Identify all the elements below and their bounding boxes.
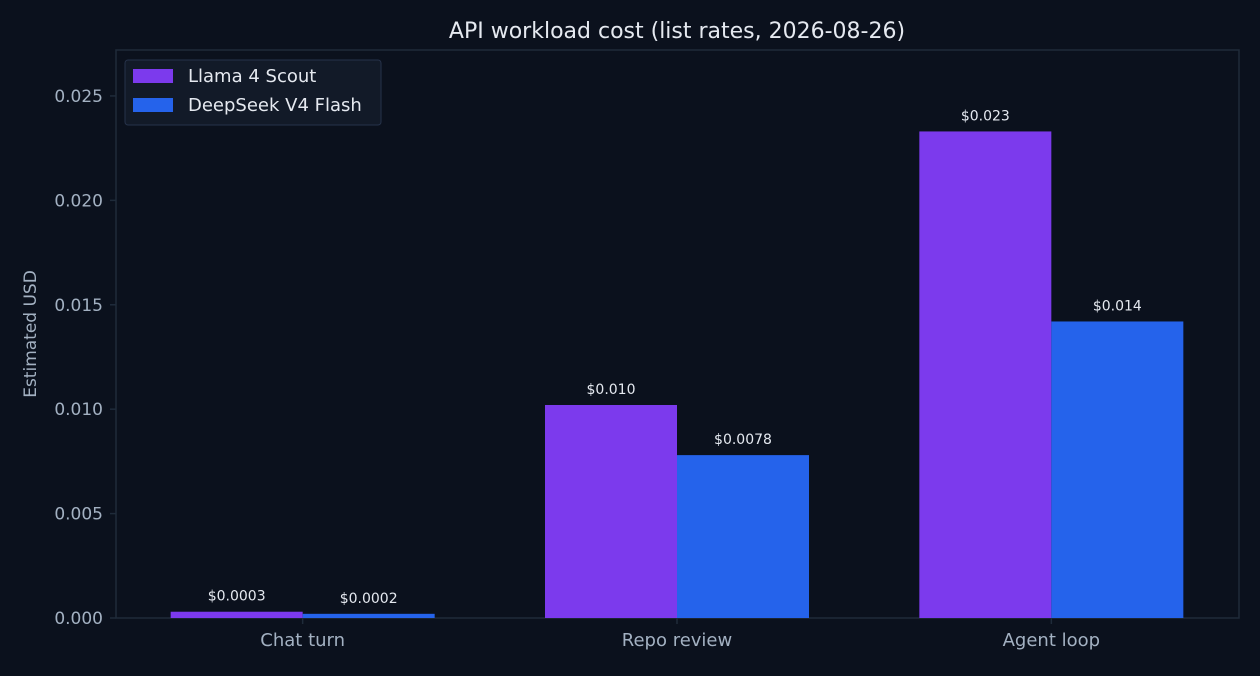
y-tick-label: 0.010 [54, 400, 103, 420]
bar-deepseek-v4-flash-chat-turn [302, 613, 435, 618]
y-tick-label: 0.020 [54, 191, 103, 211]
legend-box [124, 59, 382, 126]
bar-value-label: $0.0003 [208, 589, 266, 605]
x-axis-ticks: Chat turn Repo review Agent loop [260, 618, 1100, 651]
y-axis-label: Estimated USD [21, 270, 41, 398]
legend-swatch [133, 69, 173, 83]
legend: Llama 4 Scout DeepSeek V4 Flash [124, 59, 382, 126]
bar-value-label: $0.014 [1093, 298, 1142, 314]
bar-value-label: $0.0078 [714, 432, 772, 448]
legend-entry-label: Llama 4 Scout [188, 66, 316, 87]
bar-llama-4-scout-agent-loop [919, 131, 1052, 619]
bar-llama-4-scout-repo-review [545, 405, 677, 618]
bar-llama-4-scout-chat-turn [170, 611, 303, 618]
y-tick-label: 0.005 [54, 505, 103, 525]
x-tick-label: Repo review [622, 630, 732, 651]
y-tick-label: 0.000 [54, 609, 103, 629]
bar-value-label: $0.023 [961, 108, 1010, 124]
bar-value-label: $0.0002 [340, 591, 398, 607]
chart-title: API workload cost (list rates, 2026-08-2… [449, 19, 905, 44]
x-tick-label: Chat turn [260, 630, 345, 651]
x-tick-label: Agent loop [1003, 630, 1100, 651]
bars-group [170, 131, 1184, 619]
legend-swatch [133, 98, 173, 112]
data-labels-group: $0.0003 $0.0002 $0.010 $0.0078 $0.023 $0.014 [208, 108, 1142, 606]
y-tick-label: 0.015 [54, 296, 103, 316]
legend-entry-label: DeepSeek V4 Flash [188, 95, 362, 116]
y-tick-label: 0.025 [54, 87, 103, 107]
bar-deepseek-v4-flash-repo-review [677, 455, 809, 618]
y-axis-ticks: 0.000 0.005 0.010 0.015 0.020 0.025 [54, 87, 116, 629]
bar-value-label: $0.010 [587, 382, 636, 398]
bar-deepseek-v4-flash-agent-loop [1051, 321, 1184, 618]
